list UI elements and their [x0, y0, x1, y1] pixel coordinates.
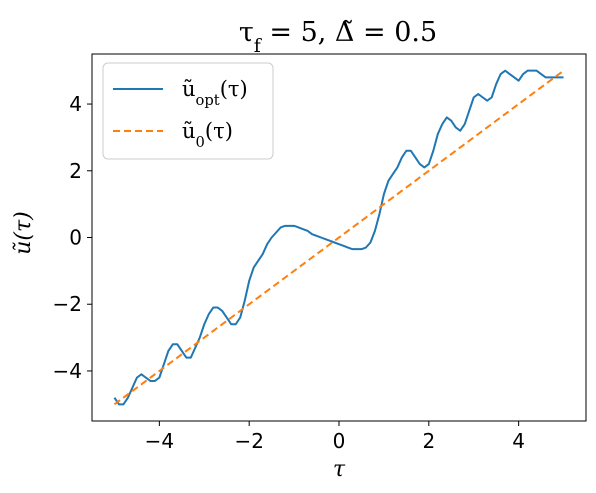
y-tick-label: 2	[69, 159, 82, 183]
legend-label: ũopt(τ)	[182, 77, 248, 109]
x-tick-label: −2	[234, 429, 263, 453]
legend-box	[102, 62, 274, 160]
y-tick-label: 0	[69, 226, 82, 250]
y-tick-label: 4	[69, 92, 82, 116]
legend: ũopt(τ) ũ0(τ)	[102, 62, 274, 160]
x-axis-title: τ	[333, 457, 346, 482]
y-axis-title: ũ(τ)	[11, 211, 36, 255]
y-tick-label: −2	[53, 292, 82, 316]
x-tick-label: 4	[512, 429, 525, 453]
y-tick-label: −4	[53, 359, 82, 383]
x-tick-label: 2	[422, 429, 435, 453]
series-line-0	[113, 69, 564, 406]
y-axis: −4 −2 0 2 4	[53, 92, 92, 383]
legend-label: ũ0(τ)	[182, 119, 233, 151]
series-line-1	[113, 69, 565, 406]
x-tick-label: −4	[145, 429, 174, 453]
chart-title: τf = 5, Δ̃ = 0.5	[239, 17, 437, 57]
x-tick-label: 0	[333, 429, 346, 453]
x-axis: −4 −2 0 2 4	[145, 421, 525, 453]
